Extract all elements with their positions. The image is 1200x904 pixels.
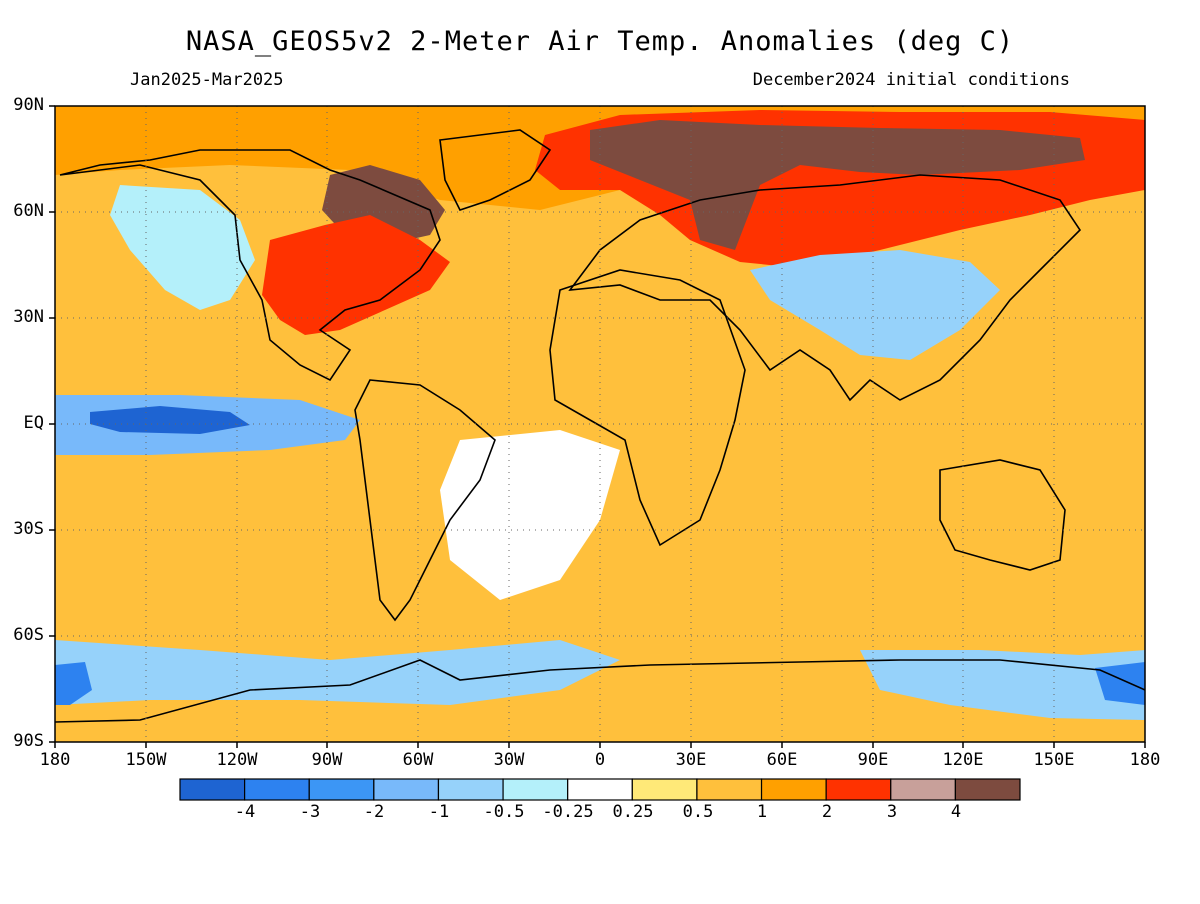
eurasia-coast xyxy=(568,174,1082,402)
colorbar-swatch xyxy=(437,778,504,801)
colorbar-swatch xyxy=(825,778,892,801)
coastlines xyxy=(55,129,1145,723)
lat-label-eq: EQ xyxy=(23,413,44,433)
colorbar-swatch xyxy=(954,778,1021,801)
colorbar-swatch xyxy=(631,778,698,801)
colorbar-swatch xyxy=(760,778,827,801)
graticule xyxy=(55,106,1145,742)
lat-label-90s: 90S xyxy=(13,731,44,751)
lat-label-30n: 30N xyxy=(13,307,44,327)
lon-label-180w: 180 xyxy=(39,750,71,770)
australia-coast xyxy=(939,459,1066,571)
colorbar-label: 0.25 xyxy=(612,802,654,822)
colorbar-label: -3 xyxy=(299,802,321,822)
lon-label-120w: 120W xyxy=(216,750,258,770)
colorbar-label: 4 xyxy=(950,802,962,822)
colorbar-swatch xyxy=(373,778,440,801)
ross-sea-cold xyxy=(55,662,92,705)
initial-conditions-label: December2024 initial conditions xyxy=(752,70,1070,90)
colorbar-label: -0.5 xyxy=(483,802,525,822)
lon-label-120e: 120E xyxy=(942,750,984,770)
lon-label-90e: 90E xyxy=(857,750,889,770)
lon-label-150e: 150E xyxy=(1033,750,1075,770)
siberia-extreme xyxy=(590,120,1085,250)
lat-label-90n: 90N xyxy=(13,95,44,115)
colorbar-label: -0.25 xyxy=(542,802,594,822)
colorbar-swatch xyxy=(696,778,763,801)
colorbar-swatch xyxy=(567,778,633,801)
colorbar xyxy=(179,778,1021,801)
antarctica-coast xyxy=(55,659,1145,723)
lon-label-180e: 180 xyxy=(1129,750,1161,770)
colorbar-swatch xyxy=(179,778,246,801)
lat-label-60n: 60N xyxy=(13,201,44,221)
lat-label-60s: 60S xyxy=(13,625,44,645)
colorbar-label: -4 xyxy=(234,802,256,822)
south-atlantic-neutral xyxy=(440,430,620,600)
lon-label-30e: 30E xyxy=(675,750,707,770)
colorbar-swatch xyxy=(890,778,956,801)
colorbar-label: 1 xyxy=(756,802,768,822)
colorbar-label: 2 xyxy=(821,802,833,822)
greenland-coast xyxy=(439,129,552,211)
axis-ticks xyxy=(49,105,1146,748)
equatorial-pacific-core xyxy=(90,406,250,434)
forecast-period: Jan2025-Mar2025 xyxy=(130,70,284,90)
colorbar-label: 0.5 xyxy=(682,802,714,822)
colorbar-swatch xyxy=(502,778,569,801)
colorbar-label: -2 xyxy=(363,802,385,822)
antarctic-cool xyxy=(55,640,620,705)
lon-label-0: 0 xyxy=(594,750,606,770)
lat-label-30s: 30S xyxy=(13,519,44,539)
eastern-us-hot xyxy=(262,215,450,335)
north-america-coast xyxy=(59,149,441,382)
lon-label-60e: 60E xyxy=(766,750,798,770)
lon-label-150w: 150W xyxy=(125,750,167,770)
lon-label-30w: 30W xyxy=(493,750,525,770)
colorbar-swatch xyxy=(308,778,375,801)
colorbar-swatch xyxy=(244,778,310,801)
western-canada-cool xyxy=(110,185,255,310)
china-cool xyxy=(750,250,1000,360)
lon-label-60w: 60W xyxy=(402,750,434,770)
lon-label-90w: 90W xyxy=(311,750,343,770)
colorbar-label: -1 xyxy=(428,802,450,822)
colorbar-label: 3 xyxy=(886,802,898,822)
map-title: NASA_GEOS5v2 2-Meter Air Temp. Anomalies… xyxy=(185,26,1015,57)
south-america-coast xyxy=(354,379,496,622)
africa-coast xyxy=(549,269,746,547)
